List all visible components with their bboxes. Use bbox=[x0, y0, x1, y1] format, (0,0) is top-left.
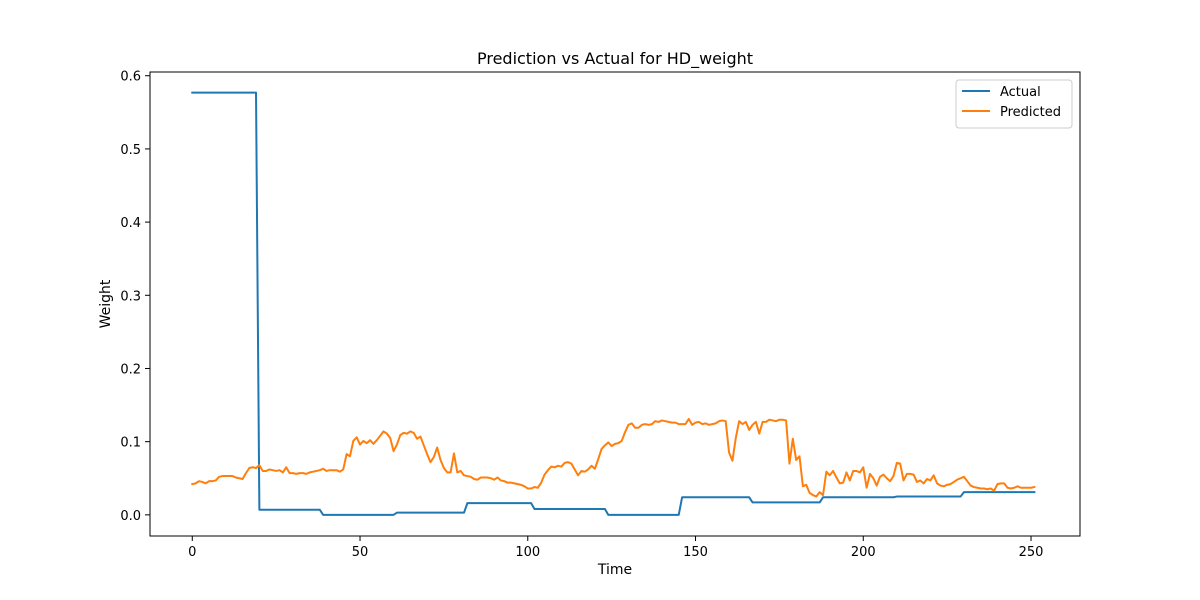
chart-title: Prediction vs Actual for HD_weight bbox=[477, 49, 753, 69]
legend-label-actual: Actual bbox=[1000, 85, 1041, 100]
x-tick-label: 200 bbox=[851, 545, 876, 560]
series-line-actual bbox=[191, 91, 1036, 516]
plot-area-frame bbox=[149, 71, 1081, 537]
y-tick-label: 0.1 bbox=[120, 436, 141, 451]
x-axis: 0 50 100 150 200 250 bbox=[188, 536, 1043, 560]
legend-label-predicted: Predicted bbox=[1000, 105, 1061, 120]
series-layer bbox=[191, 91, 1036, 516]
x-axis-label: Time bbox=[597, 562, 632, 578]
legend: Actual Predicted bbox=[955, 79, 1073, 129]
y-tick-label: 0.5 bbox=[120, 143, 141, 158]
y-tick-label: 0.3 bbox=[120, 289, 141, 304]
y-tick-label: 0.0 bbox=[120, 509, 141, 524]
x-tick-label: 100 bbox=[515, 545, 540, 560]
y-axis: 0.0 0.1 0.2 0.3 0.4 0.5 0.6 bbox=[120, 70, 150, 524]
y-tick-label: 0.6 bbox=[120, 70, 141, 85]
x-tick-label: 50 bbox=[352, 545, 369, 560]
y-tick-label: 0.4 bbox=[120, 216, 141, 231]
x-tick-label: 250 bbox=[1019, 545, 1044, 560]
x-tick-label: 150 bbox=[683, 545, 708, 560]
y-axis-label: Weight bbox=[98, 279, 114, 328]
y-tick-label: 0.2 bbox=[120, 362, 141, 377]
series-line-predicted bbox=[191, 417, 1036, 498]
x-tick-label: 0 bbox=[188, 545, 196, 560]
